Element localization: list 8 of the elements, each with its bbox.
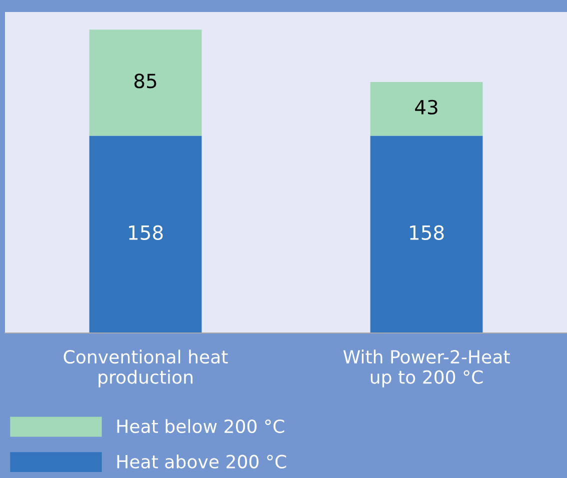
x-tick-label: Conventional heat production (64, 350, 228, 388)
x-tick-label: With Power-2-Heat up to 200 °C (343, 350, 510, 388)
data-label: 158 (410, 225, 444, 240)
data-label: 85 (134, 74, 156, 88)
legend-label: Heat below 200 °C (117, 419, 284, 434)
data-label: 43 (415, 100, 438, 115)
data-label: 158 (129, 225, 163, 240)
legend-label: Heat above 200 °C (117, 454, 286, 468)
